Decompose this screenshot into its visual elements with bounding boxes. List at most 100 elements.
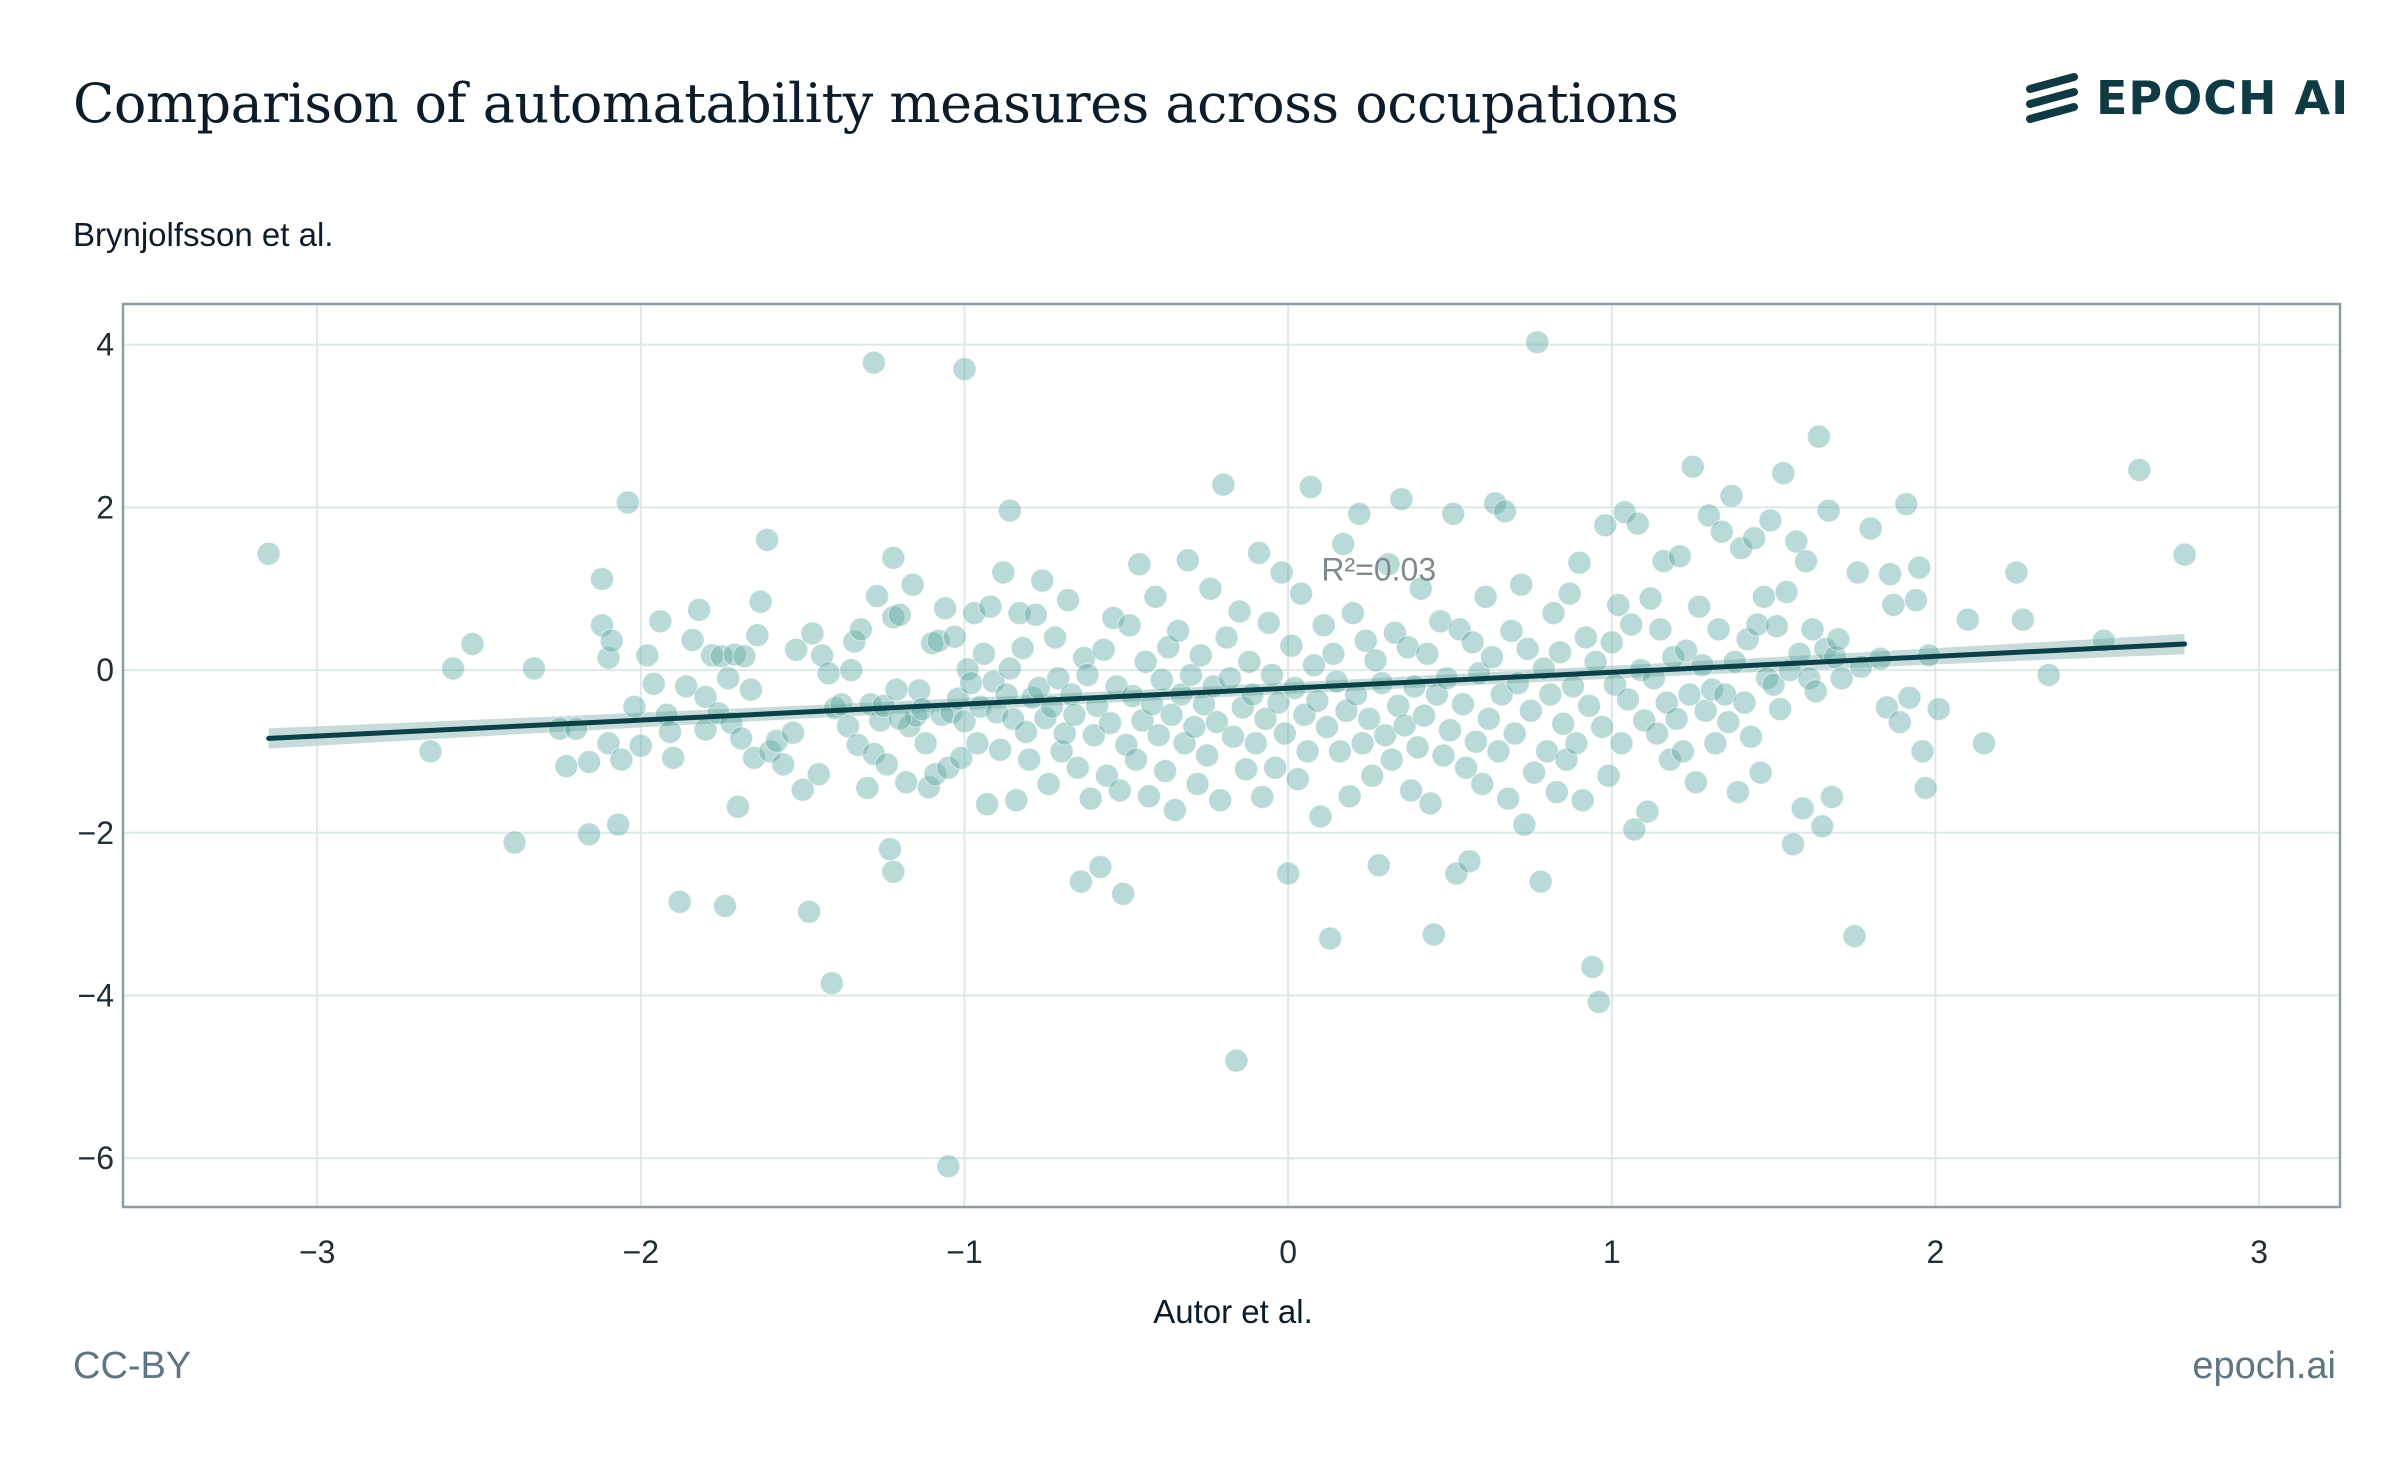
- data-point: [997, 656, 1022, 681]
- data-point: [1897, 685, 1922, 710]
- data-point: [1674, 638, 1699, 663]
- data-point: [1638, 586, 1663, 611]
- data-point: [1208, 788, 1233, 813]
- data-point: [1599, 630, 1624, 655]
- data-point: [1515, 636, 1540, 661]
- data-point: [1878, 562, 1903, 587]
- data-point: [742, 745, 767, 770]
- data-point: [1551, 711, 1576, 736]
- data-point: [1405, 735, 1430, 760]
- data-point: [590, 613, 614, 638]
- data-point: [952, 357, 977, 382]
- data-point: [1447, 617, 1472, 642]
- data-point: [988, 737, 1013, 762]
- data-point: [764, 728, 789, 753]
- data-point: [1645, 721, 1670, 746]
- data-point: [1955, 607, 1980, 632]
- data-point: [1538, 682, 1563, 707]
- data-point: [1512, 812, 1537, 837]
- data-point: [1706, 617, 1731, 642]
- license-label: CC-BY: [73, 1345, 192, 1387]
- data-point: [1593, 513, 1618, 538]
- data-point: [865, 584, 890, 609]
- scatter-points: [256, 330, 2197, 1179]
- data-point: [1318, 926, 1343, 951]
- data-point: [1023, 602, 1048, 627]
- data-point: [848, 617, 873, 642]
- data-point: [713, 894, 737, 918]
- data-point: [1237, 649, 1262, 674]
- data-point: [1658, 747, 1682, 772]
- data-point: [1768, 697, 1793, 722]
- data-point: [861, 350, 886, 375]
- data-point: [615, 490, 640, 515]
- trend-line: [266, 641, 2188, 741]
- data-point: [1098, 711, 1123, 735]
- data-point: [1243, 731, 1268, 756]
- data-point: [1726, 780, 1750, 805]
- x-tick-label: 0: [1279, 1234, 1297, 1270]
- data-point: [1081, 723, 1106, 748]
- data-point: [1590, 715, 1615, 739]
- data-point: [816, 661, 841, 686]
- data-point: [1353, 628, 1378, 653]
- data-point: [577, 822, 602, 847]
- data-point: [1260, 663, 1284, 687]
- data-point: [1716, 710, 1741, 735]
- data-point: [1522, 760, 1547, 785]
- data-point: [1327, 739, 1352, 764]
- data-point: [1580, 955, 1605, 979]
- data-point: [1162, 798, 1187, 822]
- data-point: [1622, 817, 1647, 842]
- data-point: [1719, 484, 1744, 508]
- data-point: [2036, 663, 2061, 687]
- data-point: [1234, 757, 1259, 782]
- data-point: [806, 762, 831, 787]
- data-point: [1829, 666, 1854, 691]
- data-point: [738, 677, 763, 702]
- data-point: [1389, 487, 1414, 512]
- data-point: [1149, 667, 1174, 692]
- data-point: [1179, 663, 1203, 687]
- data-point: [606, 812, 631, 837]
- data-point: [1247, 540, 1271, 565]
- data-point: [1450, 692, 1475, 717]
- data-point: [916, 775, 941, 800]
- site-link[interactable]: epoch.ai: [2192, 1345, 2336, 1387]
- data-point: [1421, 922, 1446, 947]
- data-point: [874, 752, 899, 777]
- data-point: [2172, 542, 2197, 567]
- data-point: [884, 677, 909, 702]
- data-point: [1444, 861, 1469, 886]
- data-point: [1616, 687, 1640, 712]
- data-point: [1117, 613, 1142, 638]
- data-point: [1263, 755, 1288, 780]
- r-squared-annotation: R²=0.03: [1321, 552, 1436, 588]
- data-point: [1036, 772, 1061, 796]
- data-point: [1124, 747, 1148, 772]
- data-point: [1687, 594, 1712, 619]
- data-point: [1677, 682, 1702, 707]
- data-point: [1078, 786, 1103, 811]
- data-point: [1739, 724, 1763, 749]
- data-point: [1819, 785, 1844, 809]
- data-point: [1470, 772, 1495, 796]
- data-point: [1137, 784, 1161, 809]
- data-point: [1363, 648, 1388, 673]
- data-point: [1586, 990, 1611, 1014]
- data-point: [1774, 580, 1799, 604]
- data-point: [1842, 924, 1867, 949]
- data-point: [1217, 666, 1242, 691]
- data-point: [1311, 613, 1336, 638]
- data-point: [1496, 786, 1521, 811]
- data-point: [1360, 763, 1385, 788]
- data-point: [1648, 617, 1673, 642]
- data-point: [1230, 695, 1255, 720]
- brand-logo[interactable]: EPOCH AI: [2024, 68, 2349, 128]
- data-point: [819, 971, 844, 996]
- data-point: [881, 545, 906, 570]
- data-point: [1473, 584, 1498, 609]
- data-point: [622, 694, 647, 719]
- x-axis-label: Autor et al.: [1153, 1293, 1313, 1330]
- data-point: [1764, 614, 1789, 639]
